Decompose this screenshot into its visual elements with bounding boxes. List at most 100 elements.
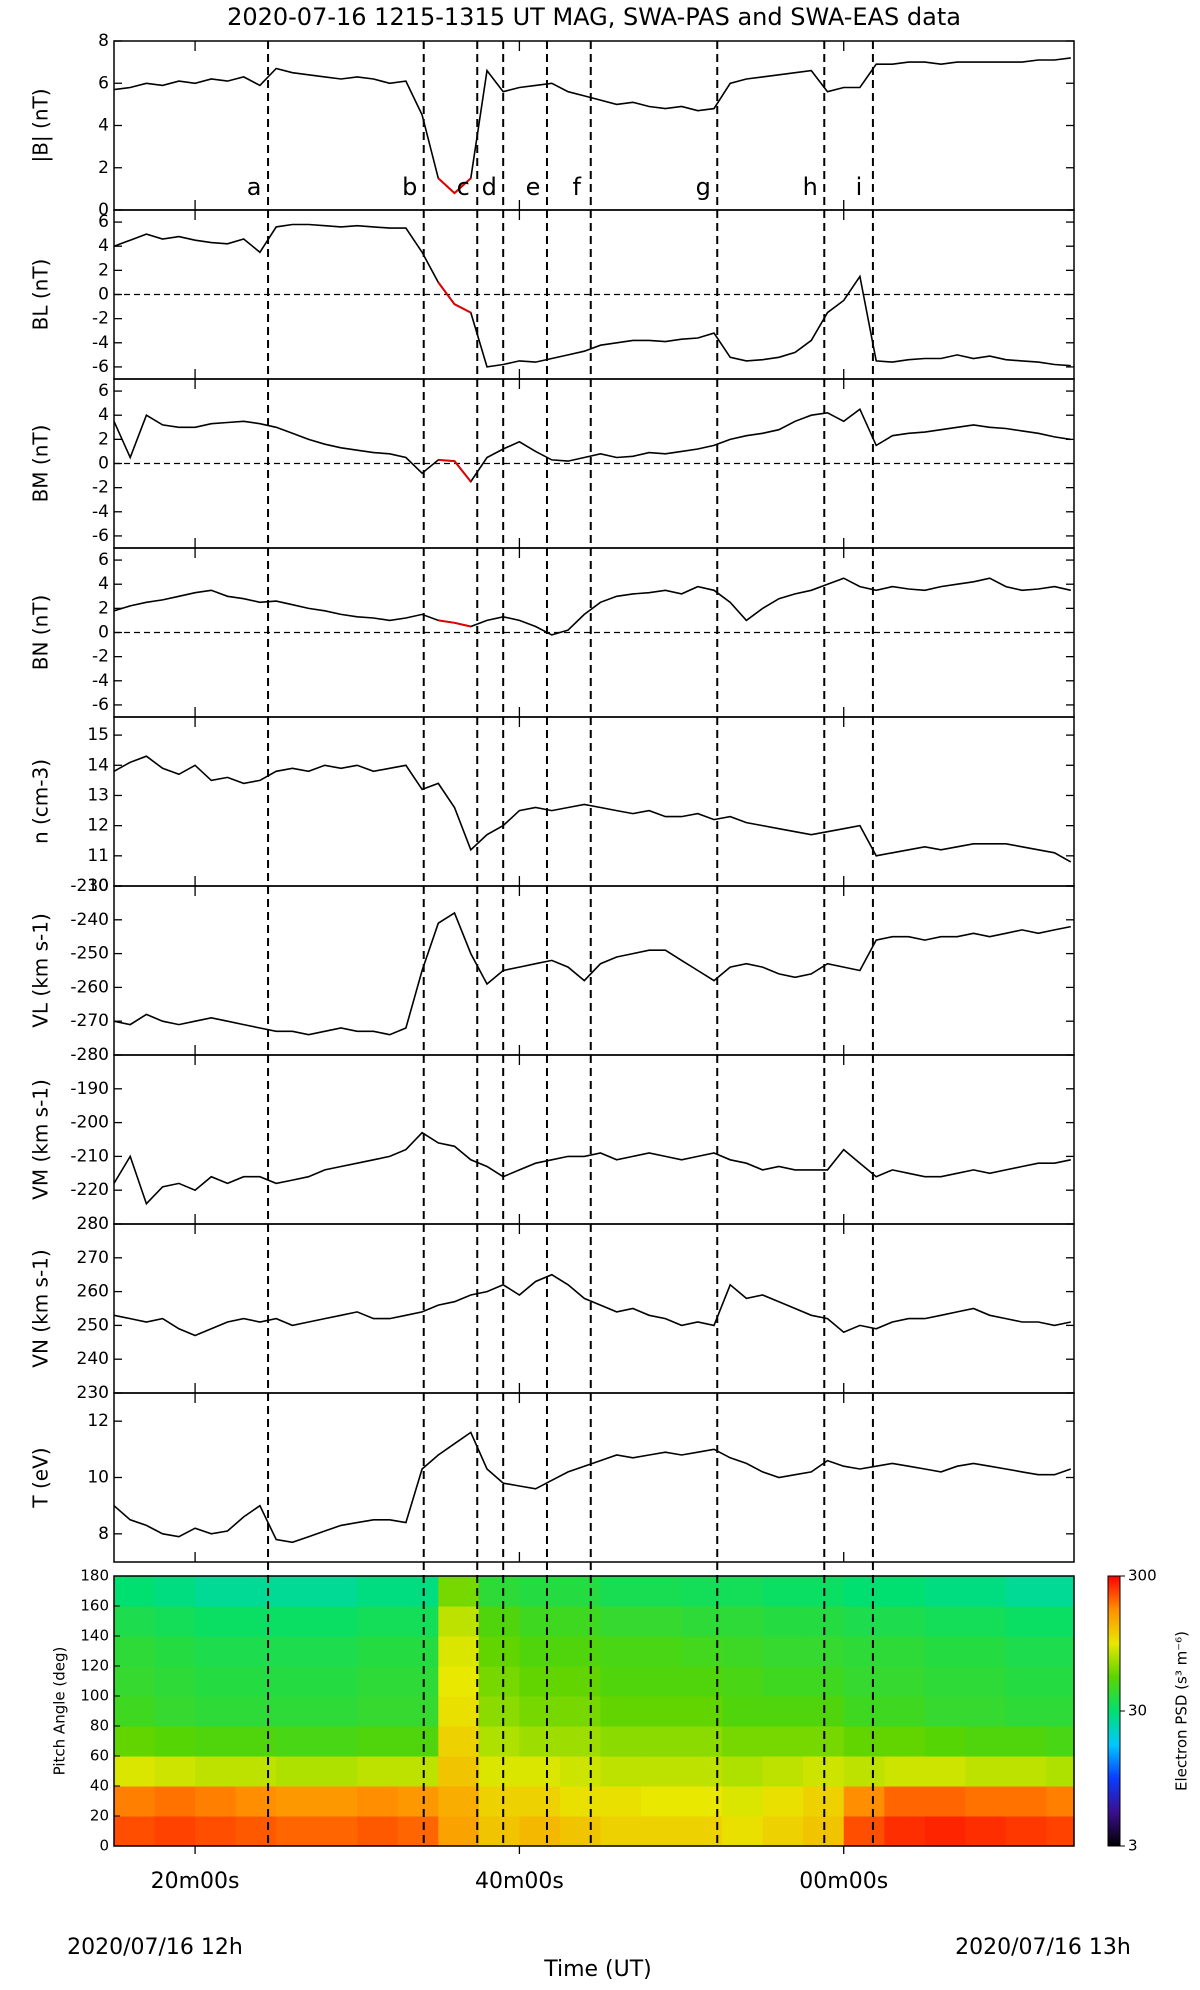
y-tick-label: -200 bbox=[70, 1113, 109, 1133]
y-tick-label: 4 bbox=[98, 116, 109, 136]
psd-cell bbox=[965, 1816, 1007, 1846]
chart-title: 2020-07-16 1215-1315 UT MAG, SWA-PAS and… bbox=[227, 3, 961, 31]
psd-cell bbox=[154, 1786, 196, 1817]
event-label: d bbox=[482, 173, 497, 201]
psd-cell bbox=[397, 1666, 439, 1697]
y-tick-label: 0 bbox=[99, 1837, 109, 1855]
psd-cell bbox=[478, 1816, 520, 1846]
y-tick-label: 2 bbox=[98, 598, 109, 618]
psd-cell bbox=[762, 1576, 804, 1607]
y-tick-label: 10 bbox=[87, 1468, 109, 1488]
psd-cell bbox=[843, 1636, 885, 1667]
psd-cell bbox=[600, 1576, 642, 1607]
psd-cell bbox=[276, 1636, 318, 1667]
psd-cell bbox=[681, 1606, 723, 1637]
psd-cell bbox=[965, 1726, 1007, 1757]
y-tick-label: -6 bbox=[92, 357, 109, 377]
psd-cell bbox=[1005, 1576, 1047, 1607]
y-tick-label: 2 bbox=[98, 429, 109, 449]
psd-cell bbox=[316, 1666, 358, 1697]
psd-cell bbox=[641, 1756, 683, 1787]
psd-cell bbox=[965, 1756, 1007, 1787]
psd-cell bbox=[235, 1756, 277, 1787]
psd-cell bbox=[843, 1696, 885, 1727]
psd-cell bbox=[276, 1786, 318, 1817]
psd-cell bbox=[478, 1606, 520, 1637]
psd-cell bbox=[1005, 1606, 1047, 1637]
psd-cell bbox=[154, 1576, 196, 1607]
psd-cell bbox=[195, 1816, 237, 1846]
psd-cell bbox=[397, 1636, 439, 1667]
psd-cell bbox=[397, 1606, 439, 1637]
psd-cell bbox=[1005, 1816, 1047, 1846]
data-line bbox=[113, 577, 1071, 636]
y-tick-label: 100 bbox=[80, 1687, 109, 1705]
y-tick-label: 6 bbox=[98, 381, 109, 401]
y-tick-label: 0 bbox=[98, 285, 109, 305]
psd-cell bbox=[316, 1636, 358, 1667]
psd-cell bbox=[722, 1576, 764, 1607]
panel-frame bbox=[113, 716, 1075, 887]
psd-cell bbox=[681, 1816, 723, 1846]
y-tick-label: 40 bbox=[90, 1777, 109, 1795]
psd-cell bbox=[357, 1606, 399, 1637]
data-line bbox=[113, 1273, 1071, 1337]
y-tick-label: 230 bbox=[77, 1383, 109, 1403]
psd-cell bbox=[924, 1726, 966, 1757]
psd-cell bbox=[843, 1606, 885, 1637]
psd-cell bbox=[1046, 1816, 1074, 1846]
psd-cell bbox=[924, 1696, 966, 1727]
psd-cell bbox=[1005, 1666, 1047, 1697]
y-tick-label: -2 bbox=[92, 309, 109, 329]
psd-cell bbox=[357, 1726, 399, 1757]
psd-cell bbox=[884, 1726, 926, 1757]
spectrogram bbox=[114, 1576, 1074, 1846]
psd-cell bbox=[235, 1696, 277, 1727]
psd-cell bbox=[276, 1756, 318, 1787]
psd-cell bbox=[762, 1666, 804, 1697]
psd-cell bbox=[519, 1726, 561, 1757]
psd-cell bbox=[559, 1606, 601, 1637]
psd-cell bbox=[235, 1786, 277, 1817]
psd-cell bbox=[884, 1636, 926, 1667]
psd-cell bbox=[114, 1696, 156, 1727]
y-tick-label: 6 bbox=[98, 212, 109, 232]
psd-cell bbox=[1046, 1696, 1074, 1727]
psd-cell bbox=[1005, 1756, 1047, 1787]
psd-cell bbox=[965, 1696, 1007, 1727]
colorbar-label: Electron PSD (s³ m⁻⁶) bbox=[1173, 1631, 1191, 1791]
x-tick-label: 00m00s bbox=[799, 1869, 888, 1894]
data-line bbox=[113, 1131, 1071, 1206]
psd-cell bbox=[559, 1726, 601, 1757]
spectrogram-frame bbox=[113, 1575, 1075, 1847]
psd-cell bbox=[357, 1786, 399, 1817]
psd-cell bbox=[600, 1786, 642, 1817]
psd-cell bbox=[600, 1756, 642, 1787]
psd-cell bbox=[641, 1666, 683, 1697]
event-label: f bbox=[573, 173, 582, 201]
psd-cell bbox=[519, 1666, 561, 1697]
psd-cell bbox=[1046, 1606, 1074, 1637]
psd-cell bbox=[276, 1666, 318, 1697]
y-tick-label: -240 bbox=[70, 910, 109, 930]
y-tick-label: -6 bbox=[92, 695, 109, 715]
psd-cell bbox=[762, 1606, 804, 1637]
spectrogram-y-label: Pitch Angle (deg) bbox=[51, 1647, 69, 1776]
psd-cell bbox=[154, 1666, 196, 1697]
y-axis-label: BL (nT) bbox=[29, 259, 53, 331]
psd-cell bbox=[276, 1726, 318, 1757]
y-tick-label: 6 bbox=[98, 550, 109, 570]
highlight-line bbox=[437, 177, 472, 195]
colorbar bbox=[1107, 1575, 1121, 1847]
psd-cell bbox=[154, 1816, 196, 1846]
psd-cell bbox=[316, 1576, 358, 1607]
data-line bbox=[113, 223, 1071, 368]
psd-cell bbox=[195, 1576, 237, 1607]
event-label: c bbox=[457, 173, 470, 201]
y-tick-label: 140 bbox=[80, 1627, 109, 1645]
data-line bbox=[113, 911, 1071, 1036]
psd-cell bbox=[843, 1666, 885, 1697]
y-tick-label: -2 bbox=[92, 647, 109, 667]
psd-cell bbox=[641, 1576, 683, 1607]
